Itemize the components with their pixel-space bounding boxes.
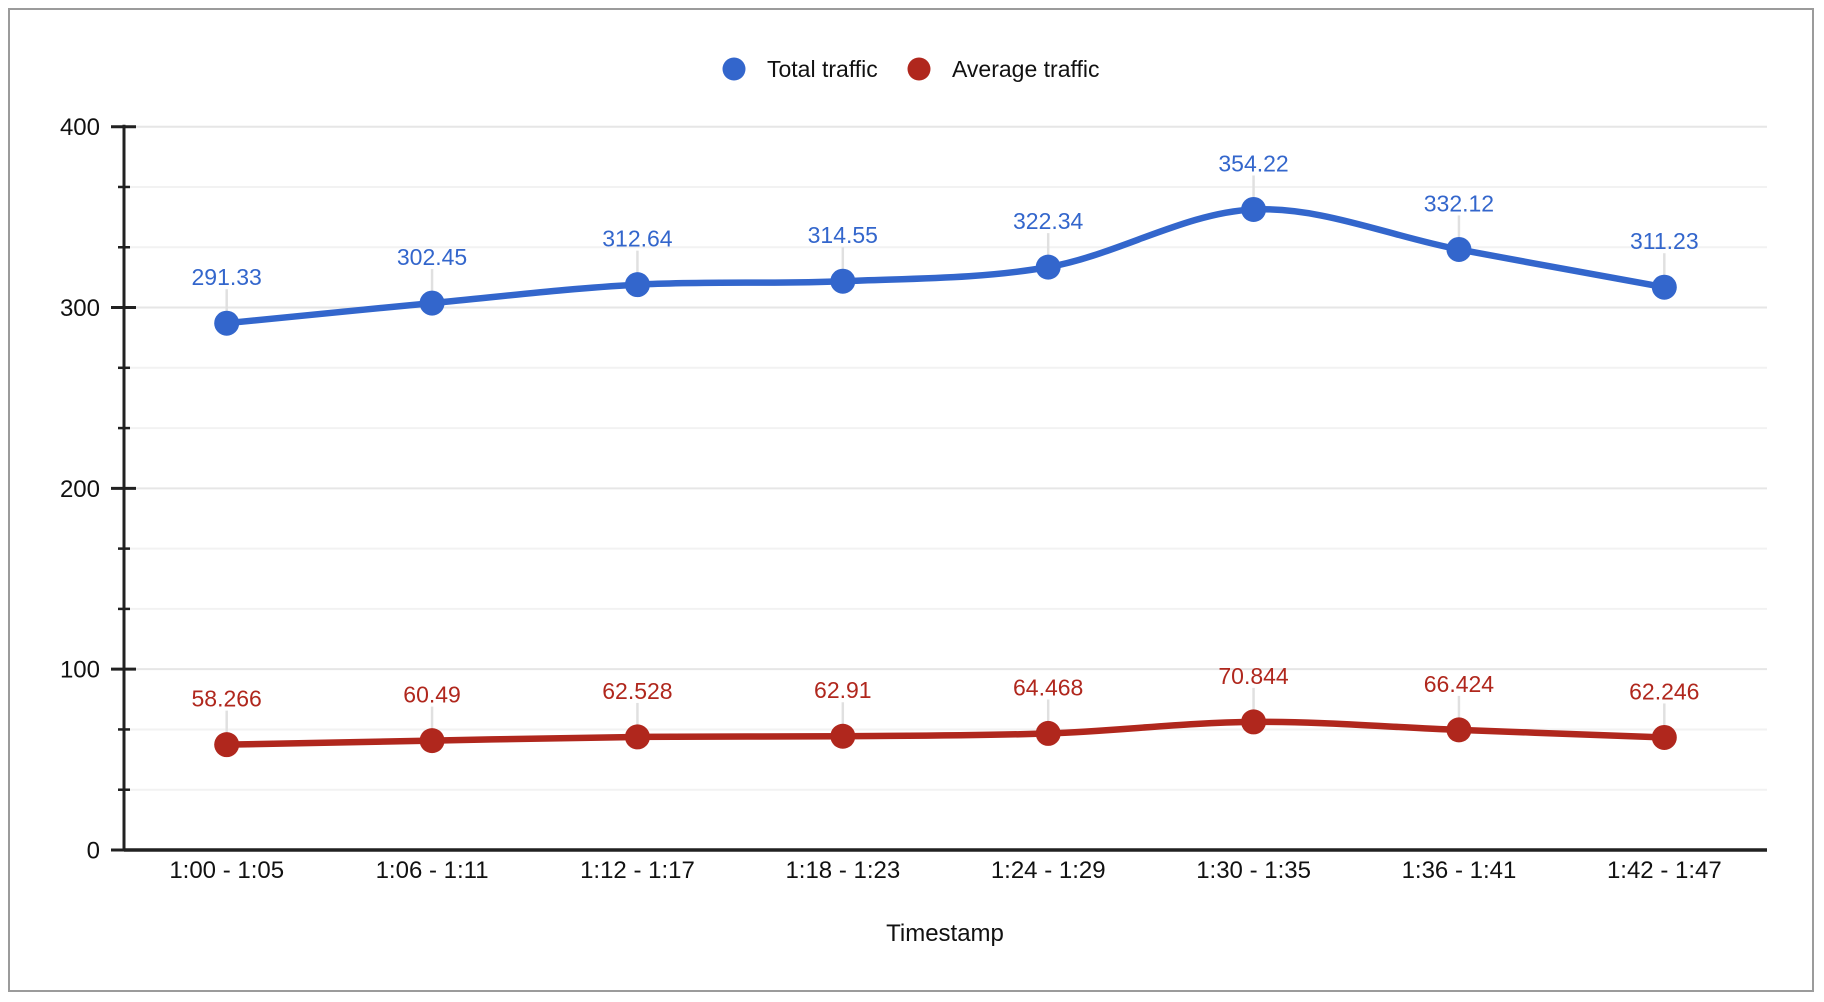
x-axis-tick-label: 1:30 - 1:35 <box>1196 857 1311 884</box>
data-point-total-traffic-3[interactable] <box>830 268 856 294</box>
data-point-label: 58.266 <box>192 686 262 712</box>
data-point-label: 66.424 <box>1424 671 1495 697</box>
chart-frame: 0 100 200 300 400 1:00 - 1:05 1:06 - 1:11 1:12 … <box>8 8 1814 992</box>
data-point-label: 62.528 <box>602 678 672 704</box>
legend-label-total-traffic: Total traffic <box>767 56 878 82</box>
data-point-average-traffic-1[interactable] <box>419 728 445 754</box>
x-axis-tick-label: 1:42 - 1:47 <box>1607 857 1722 884</box>
data-point-label: 302.45 <box>397 244 467 270</box>
data-point-label: 62.246 <box>1629 678 1699 704</box>
data-point-average-traffic-2[interactable] <box>624 724 650 750</box>
data-point-average-traffic-3[interactable] <box>830 723 856 749</box>
x-axis-tick-label: 1:06 - 1:11 <box>376 857 489 884</box>
legend-item-average-traffic[interactable]: Average traffic <box>907 56 1100 82</box>
gridlines-layer <box>124 125 1767 791</box>
data-point-total-traffic-5[interactable] <box>1241 196 1267 222</box>
x-axis-tick-label: 1:00 - 1:05 <box>169 857 284 884</box>
data-point-average-traffic-6[interactable] <box>1446 717 1472 743</box>
y-axis-tick-label: 300 <box>60 295 100 322</box>
x-axis-tick-label: 1:12 - 1:17 <box>580 857 695 884</box>
x-axis-title: Timestamp <box>886 920 1004 947</box>
data-point-average-traffic-0[interactable] <box>214 732 240 758</box>
series-layer <box>214 196 1677 758</box>
x-axis-tick-label: 1:36 - 1:41 <box>1402 857 1517 884</box>
data-point-total-traffic-4[interactable] <box>1035 254 1061 280</box>
data-point-average-traffic-7[interactable] <box>1651 724 1677 750</box>
data-point-average-traffic-5[interactable] <box>1241 709 1267 735</box>
y-axis-tick-label: 100 <box>60 657 100 684</box>
series-line-total-traffic <box>223 206 1668 327</box>
data-point-label: 62.91 <box>814 677 872 703</box>
data-point-label: 314.55 <box>808 222 878 248</box>
x-axis-tick-label: 1:24 - 1:29 <box>991 857 1106 884</box>
axes-layer: 0 100 200 300 400 1:00 - 1:05 1:06 - 1:11 1:12 … <box>60 114 1767 884</box>
data-point-total-traffic-0[interactable] <box>214 310 240 336</box>
data-point-label: 311.23 <box>1630 228 1699 254</box>
point-labels-layer: 291.33 302.45 312.64 314.55 322.34 354.22 332.… <box>192 150 1700 711</box>
data-point-label: 312.64 <box>602 226 673 252</box>
data-point-label: 60.49 <box>403 682 461 708</box>
data-point-total-traffic-7[interactable] <box>1651 274 1677 300</box>
data-point-label: 291.33 <box>192 264 262 290</box>
data-point-average-traffic-4[interactable] <box>1035 720 1061 746</box>
data-point-label: 64.468 <box>1013 674 1083 700</box>
data-point-label: 70.844 <box>1218 663 1289 689</box>
data-point-label: 322.34 <box>1013 208 1084 234</box>
data-point-label: 332.12 <box>1424 190 1494 216</box>
legend-swatch-total-traffic-icon <box>722 57 746 81</box>
label-connectors-layer <box>225 175 1666 733</box>
data-point-label: 354.22 <box>1218 150 1288 176</box>
legend-label-average-traffic: Average traffic <box>952 56 1099 82</box>
data-point-total-traffic-2[interactable] <box>624 272 650 298</box>
legend-swatch-average-traffic-icon <box>907 57 931 81</box>
data-point-total-traffic-6[interactable] <box>1446 236 1472 262</box>
y-axis-tick-label: 400 <box>60 114 100 141</box>
chart-legend: Total traffic Average traffic <box>722 56 1100 82</box>
x-axis-tick-label: 1:18 - 1:23 <box>785 857 900 884</box>
series-line-average-traffic <box>223 718 1668 748</box>
y-axis-tick-label: 200 <box>60 476 100 503</box>
traffic-line-chart[interactable]: 0 100 200 300 400 1:00 - 1:05 1:06 - 1:11 1:12 … <box>10 10 1816 994</box>
legend-item-total-traffic[interactable]: Total traffic <box>722 56 878 82</box>
data-point-total-traffic-1[interactable] <box>419 290 445 316</box>
y-axis-tick-label: 0 <box>87 838 100 865</box>
